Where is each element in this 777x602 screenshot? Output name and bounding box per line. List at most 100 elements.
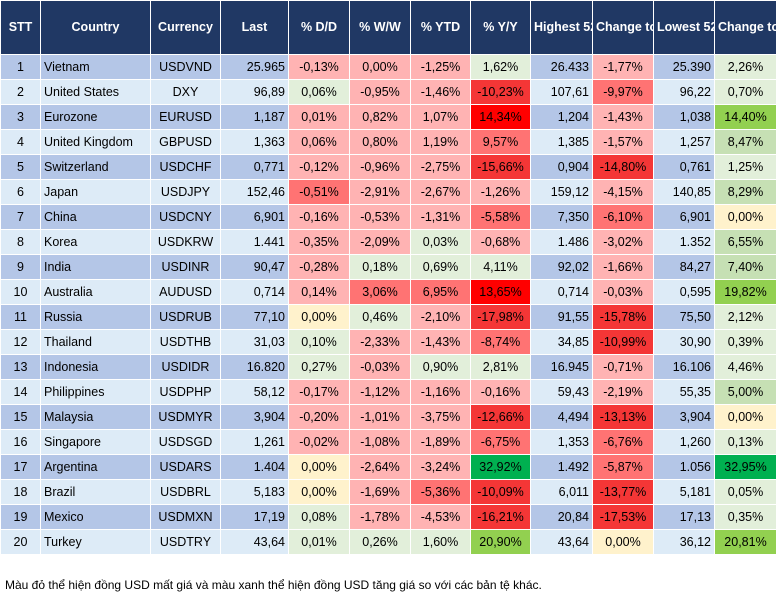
cell-ytd: -2,67% — [410, 179, 471, 205]
cell-country: Philippines — [40, 379, 151, 405]
cell-high: 1,385 — [530, 129, 593, 155]
table-row: 17 Argentina USDARS 1.404 0,00% -2,64% -3,24% 3… — [0, 454, 777, 480]
cell-ww: -0,96% — [349, 154, 411, 180]
cell-chl: 2,12% — [714, 304, 777, 330]
cell-dd: -0,12% — [288, 154, 350, 180]
header-change-low: Change to L52W — [714, 0, 777, 55]
cell-high: 107,61 — [530, 79, 593, 105]
cell-ytd: 6,95% — [410, 279, 471, 305]
cell-dd: 0,00% — [288, 454, 350, 480]
cell-country: Switzerland — [40, 154, 151, 180]
cell-yy: -0,68% — [470, 229, 531, 255]
cell-country: Russia — [40, 304, 151, 330]
cell-stt: 2 — [0, 79, 41, 105]
cell-last: 1.441 — [220, 229, 289, 255]
table-row: 6 Japan USDJPY 152,46 -0,51% -2,91% -2,67% -1,2… — [0, 179, 777, 205]
cell-chh: -5,87% — [592, 454, 654, 480]
cell-yy: 20,90% — [470, 529, 531, 555]
cell-dd: -0,51% — [288, 179, 350, 205]
table-row: 20 Turkey USDTRY 43,64 0,01% 0,26% 1,60% 20,90%… — [0, 529, 777, 555]
cell-country: Argentina — [40, 454, 151, 480]
cell-high: 92,02 — [530, 254, 593, 280]
table-row: 1 Vietnam USDVND 25.965 -0,13% 0,00% -1,25% 1,6… — [0, 54, 777, 80]
cell-chl: 5,00% — [714, 379, 777, 405]
cell-yy: 32,92% — [470, 454, 531, 480]
cell-low: 1.352 — [653, 229, 715, 255]
cell-currency: AUDUSD — [150, 279, 221, 305]
cell-low: 1,260 — [653, 429, 715, 455]
cell-last: 31,03 — [220, 329, 289, 355]
cell-last: 43,64 — [220, 529, 289, 555]
cell-dd: 0,14% — [288, 279, 350, 305]
cell-high: 4,494 — [530, 404, 593, 430]
cell-ytd: 0,90% — [410, 354, 471, 380]
cell-ww: -1,69% — [349, 479, 411, 505]
cell-ytd: 0,69% — [410, 254, 471, 280]
cell-currency: USDTRY — [150, 529, 221, 555]
cell-dd: -0,28% — [288, 254, 350, 280]
cell-chl: 8,47% — [714, 129, 777, 155]
cell-currency: DXY — [150, 79, 221, 105]
cell-ytd: -1,16% — [410, 379, 471, 405]
cell-stt: 15 — [0, 404, 41, 430]
cell-dd: 0,06% — [288, 79, 350, 105]
table-row: 13 Indonesia USDIDR 16.820 0,27% -0,03% 0,90% 2… — [0, 354, 777, 380]
cell-ytd: 1,19% — [410, 129, 471, 155]
cell-low: 25.390 — [653, 54, 715, 80]
cell-ww: 0,18% — [349, 254, 411, 280]
cell-country: Malaysia — [40, 404, 151, 430]
cell-ytd: -3,24% — [410, 454, 471, 480]
cell-stt: 10 — [0, 279, 41, 305]
table-row: 12 Thailand USDTHB 31,03 0,10% -2,33% -1,43% -8… — [0, 329, 777, 355]
cell-currency: USDMXN — [150, 504, 221, 530]
header-row: STT Country Currency Last% D/D% W/W% YTD% Y… — [0, 0, 777, 55]
cell-chl: 14,40% — [714, 104, 777, 130]
cell-high: 43,64 — [530, 529, 593, 555]
cell-chh: -13,77% — [592, 479, 654, 505]
cell-dd: 0,01% — [288, 104, 350, 130]
cell-chh: -17,53% — [592, 504, 654, 530]
cell-ytd: 1,07% — [410, 104, 471, 130]
cell-stt: 17 — [0, 454, 41, 480]
cell-low: 96,22 — [653, 79, 715, 105]
cell-stt: 7 — [0, 204, 41, 230]
cell-stt: 14 — [0, 379, 41, 405]
cell-ytd: 1,60% — [410, 529, 471, 555]
cell-ww: -1,08% — [349, 429, 411, 455]
cell-chl: 20,81% — [714, 529, 777, 555]
table-row: 7 China USDCNY 6,901 -0,16% -0,53% -1,31% -5,58… — [0, 204, 777, 230]
table-row: 15 Malaysia USDMYR 3,904 -0,20% -1,01% -3,75% -… — [0, 404, 777, 430]
cell-yy: 9,57% — [470, 129, 531, 155]
cell-chl: 6,55% — [714, 229, 777, 255]
cell-chl: 7,40% — [714, 254, 777, 280]
cell-yy: 4,11% — [470, 254, 531, 280]
cell-low: 36,12 — [653, 529, 715, 555]
header-yy: % Y/Y — [470, 0, 531, 55]
cell-high: 1,353 — [530, 429, 593, 455]
cell-chl: 0,70% — [714, 79, 777, 105]
cell-yy: -6,75% — [470, 429, 531, 455]
currency-table: STT Country Currency Last% D/D% W/W% YTD% Y… — [0, 0, 777, 555]
cell-currency: USDVND — [150, 54, 221, 80]
cell-chh: -6,10% — [592, 204, 654, 230]
cell-last: 1,187 — [220, 104, 289, 130]
cell-chh: -3,02% — [592, 229, 654, 255]
header-last: Last — [220, 0, 289, 55]
cell-dd: -0,02% — [288, 429, 350, 455]
cell-dd: -0,17% — [288, 379, 350, 405]
header-country: Country — [40, 0, 151, 55]
cell-chl: 0,39% — [714, 329, 777, 355]
footer-note: Màu đỏ thể hiện đồng USD mất giá và màu … — [5, 578, 542, 592]
cell-low: 6,901 — [653, 204, 715, 230]
cell-country: Vietnam — [40, 54, 151, 80]
header-currency: Currency — [150, 0, 221, 55]
cell-country: Brazil — [40, 479, 151, 505]
cell-stt: 3 — [0, 104, 41, 130]
cell-ytd: -1,31% — [410, 204, 471, 230]
table-row: 5 Switzerland USDCHF 0,771 -0,12% -0,96% -2,75… — [0, 154, 777, 180]
cell-high: 1.486 — [530, 229, 593, 255]
cell-last: 58,12 — [220, 379, 289, 405]
cell-chl: 0,13% — [714, 429, 777, 455]
cell-low: 140,85 — [653, 179, 715, 205]
header-high: Highest 52W — [530, 0, 593, 55]
